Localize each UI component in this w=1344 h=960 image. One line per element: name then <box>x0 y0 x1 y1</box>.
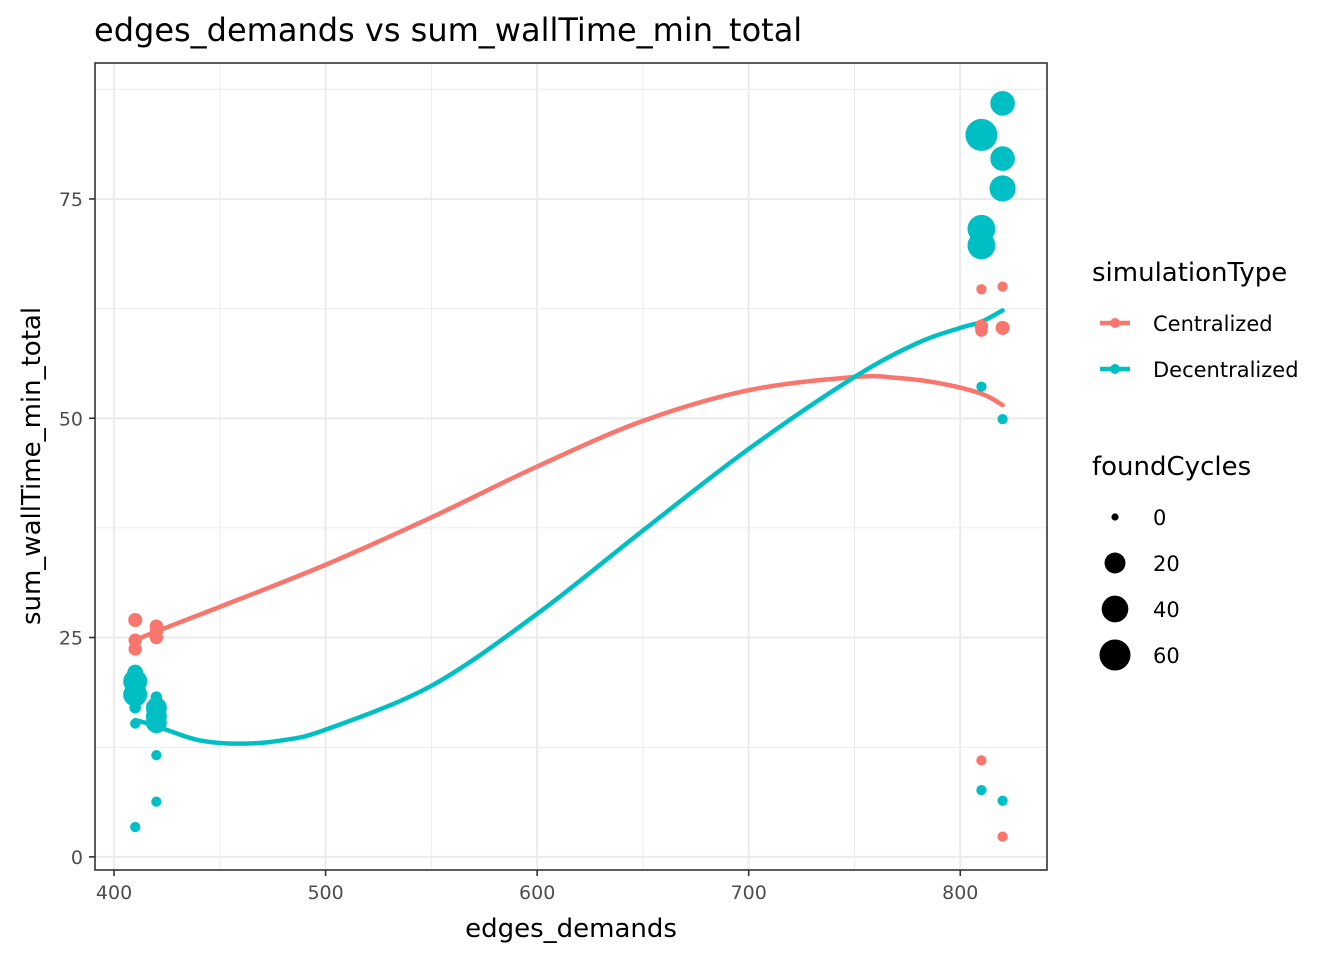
y-tick-label: 25 <box>59 628 83 650</box>
point-decentralized <box>123 682 148 707</box>
trend-lines <box>132 308 1005 746</box>
y-axis-label: sum_wallTime_min_total <box>17 307 47 625</box>
legend-color-key-dot <box>1110 364 1120 374</box>
panel-border <box>94 62 1048 871</box>
point-decentralized <box>997 413 1008 425</box>
point-decentralized <box>967 231 996 260</box>
legend-color-key-dot <box>1110 318 1120 328</box>
point-decentralized <box>130 718 141 729</box>
point-decentralized <box>151 796 162 807</box>
x-tick-label: 600 <box>519 882 555 904</box>
point-centralized <box>128 642 142 656</box>
x-tick-label: 400 <box>96 882 132 904</box>
point-decentralized <box>976 381 987 392</box>
point-decentralized <box>130 821 141 833</box>
legend-size-key <box>1104 552 1126 574</box>
trend-line-decentralized <box>132 308 1005 746</box>
point-decentralized <box>151 749 162 761</box>
trend-line-centralized <box>132 373 1005 643</box>
point-centralized <box>975 324 988 337</box>
legend: simulationType CentralizedDecentralized … <box>1092 258 1299 671</box>
legend-size-label: 60 <box>1153 644 1180 668</box>
data-points <box>123 91 1016 842</box>
legend-size-title: foundCycles <box>1092 452 1251 482</box>
legend-size-label: 0 <box>1153 506 1166 530</box>
point-decentralized <box>989 175 1016 202</box>
point-centralized <box>976 284 987 295</box>
x-tick-label: 500 <box>307 882 343 904</box>
point-decentralized <box>990 146 1015 171</box>
point-decentralized <box>965 118 998 151</box>
legend-color-label: Decentralized <box>1153 358 1299 382</box>
point-decentralized <box>976 785 987 796</box>
point-centralized <box>997 281 1008 292</box>
legend-size-key <box>1099 639 1131 671</box>
legend-color-label: Centralized <box>1153 312 1273 336</box>
point-decentralized <box>145 712 167 734</box>
legend-color-title: simulationType <box>1092 258 1287 288</box>
x-axis-label: edges_demands <box>465 914 677 944</box>
legend-size-label: 20 <box>1153 552 1180 576</box>
x-tick-label: 800 <box>942 882 978 904</box>
axis-ticks: 400 500 600 700 800 0 25 50 75 <box>59 189 979 904</box>
point-centralized <box>149 630 164 645</box>
y-tick-label: 75 <box>59 189 83 211</box>
chart-title: edges_demands vs sum_wallTime_min_total <box>94 11 802 49</box>
y-tick-label: 50 <box>59 408 83 430</box>
grid <box>95 63 1047 870</box>
point-centralized <box>976 755 987 766</box>
y-tick-label: 0 <box>71 847 83 869</box>
point-decentralized <box>990 91 1015 116</box>
x-tick-label: 700 <box>731 882 767 904</box>
point-centralized <box>128 612 143 628</box>
legend-size-key <box>1101 595 1129 623</box>
point-decentralized <box>129 701 141 714</box>
legend-size-label: 40 <box>1153 598 1180 622</box>
point-decentralized <box>997 795 1008 806</box>
legend-size-key <box>1111 513 1119 521</box>
point-centralized <box>997 831 1008 842</box>
point-centralized <box>995 320 1010 335</box>
